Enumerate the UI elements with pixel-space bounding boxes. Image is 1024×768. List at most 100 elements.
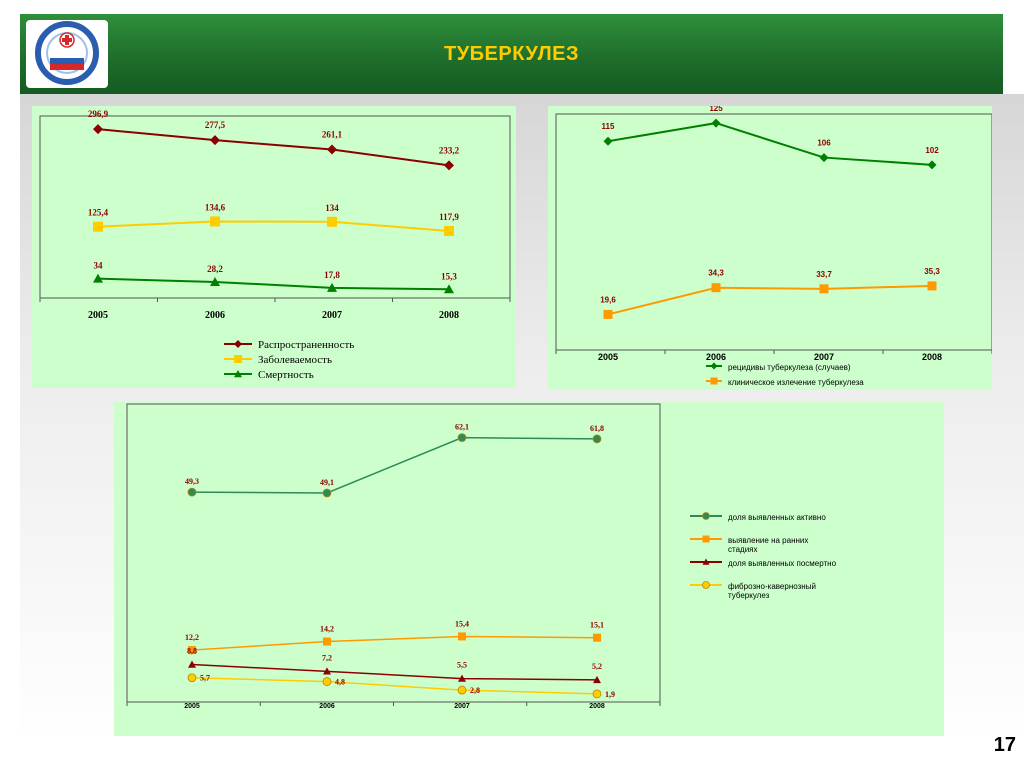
data-point [93,221,103,232]
data-label: 134,6 [205,202,226,212]
data-label: 34,3 [708,269,724,278]
data-label: 125,4 [88,208,109,218]
data-point [327,144,337,155]
series-line [191,676,598,695]
data-point [210,135,220,146]
data-label: 34 [94,261,104,271]
x-tick-label: 2008 [439,310,459,321]
series-line [191,635,598,651]
data-point [711,118,721,128]
legend-marker [702,512,710,520]
data-point [593,633,601,642]
relapse-cure-chart: 2005 2006 2007 2008 115 125 106 102 19,6 34,3 33,7… [548,106,992,390]
detection-chart: 2005 2006 2007 2008 49,3 49,1 62,1 61,8 12,2 14,2… [114,402,944,736]
legend-label: стадиях [728,545,758,554]
x-tick-label: 2008 [922,352,942,362]
series-line [97,220,450,232]
x-tick-label: 2006 [319,703,335,710]
chart-1-svg: 2005 2006 2007 2008 296,9 277,5 261,1 233,2 125,… [39,109,511,381]
data-point [323,637,331,646]
series-line [191,436,598,494]
plot-area-frame [126,403,661,703]
data-label: 134 [325,203,339,213]
x-tick-label: 2008 [589,703,605,710]
legend-marker [710,362,718,370]
data-label: 233,2 [439,145,460,155]
data-label: 125 [709,106,723,113]
x-tick-label: 2006 [706,352,726,362]
data-label: 117,9 [439,212,459,222]
x-tick-label: 2005 [88,310,108,321]
data-label: 1,9 [605,690,615,699]
legend-label: Заболеваемость [258,354,332,366]
data-point [603,136,613,146]
data-point [187,673,197,683]
data-label: 28,2 [207,264,223,274]
data-point [819,153,829,163]
plot-area-frame [39,115,511,299]
data-point [188,660,196,668]
data-point [210,276,220,286]
legend-label: Смертность [258,369,314,381]
data-point [322,488,332,498]
data-label: 35,3 [924,267,940,276]
data-label: 15,4 [455,619,469,628]
legend-marker [702,581,710,589]
chart-3-svg: 2005 2006 2007 2008 49,3 49,1 62,1 61,8 12,2 14,2… [126,403,837,710]
legend-marker [234,340,242,348]
data-label: 277,5 [205,120,226,130]
data-point [819,284,829,294]
page-number: 17 [993,734,1016,756]
data-label: 7,2 [322,653,332,662]
data-label: 15,1 [590,621,604,630]
data-label: 296,9 [88,109,109,119]
legend-label: доля выявленных посмертно [728,559,837,568]
data-point [458,632,466,641]
legend-label: фиброзно-кавернозный [728,582,816,591]
data-point [187,487,197,497]
data-label: 2,8 [470,686,480,695]
series-line [97,128,450,167]
series-line [191,663,598,681]
legend-label: выявление на ранних [728,536,808,545]
legend-label: рецидивы туберкулеза (случаев) [728,363,851,372]
data-label: 106 [817,139,831,148]
data-label: 15,3 [441,271,457,281]
legend-marker [702,535,710,543]
data-point [603,309,613,319]
data-label: 49,3 [185,477,199,486]
data-label: 5,2 [592,662,602,671]
legend-label: доля выявленных активно [728,513,826,522]
legend-marker [234,370,242,378]
x-tick-label: 2005 [184,703,200,710]
data-point [927,281,937,291]
data-label: 61,8 [590,424,604,433]
data-label: 115 [602,122,615,131]
legend-marker [702,558,710,565]
data-point [444,160,454,171]
data-label: 33,7 [816,270,832,279]
data-point [458,674,466,682]
data-point [593,675,601,684]
x-tick-label: 2006 [205,310,225,321]
prevalence-incidence-mortality-chart: 2005 2006 2007 2008 296,9 277,5 261,1 233,2 125,… [32,106,516,388]
x-tick-label: 2007 [322,310,342,321]
x-tick-label: 2005 [598,352,618,362]
series-line [607,284,933,316]
data-point [444,225,454,236]
data-label: 17,8 [324,270,340,280]
national-project-health-logo [26,20,108,88]
data-point [927,160,937,170]
data-point [592,689,602,699]
data-label: 5,7 [200,674,210,683]
slide-title: ТУБЕРКУЛЕЗ [444,43,579,65]
data-point [93,273,103,283]
data-point [457,685,467,695]
data-point [327,216,337,227]
data-label: 12,2 [185,633,199,642]
data-point [457,433,467,443]
series-line [97,277,450,291]
legend-label: Распространенность [258,339,354,351]
chart-2-svg: 2005 2006 2007 2008 115 125 106 102 19,6 34,3 33,7… [555,106,992,387]
data-label: 4,8 [335,678,345,687]
